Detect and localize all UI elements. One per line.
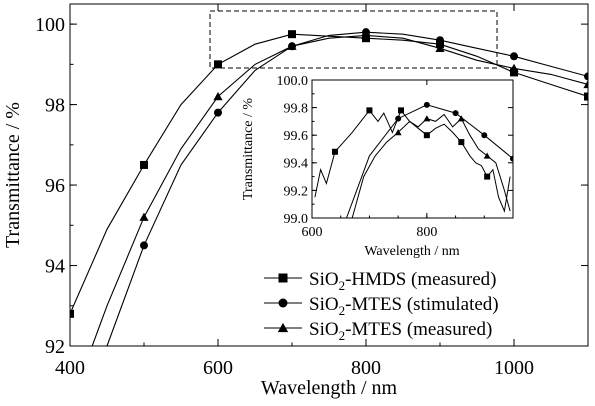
y-tick-label: 100.0 [277, 74, 309, 89]
data-point-triangle [483, 152, 491, 159]
y-tick-label: 100 [35, 14, 65, 36]
inset-series-group [314, 101, 513, 218]
x-tick-label: 800 [351, 357, 381, 379]
data-point-square [288, 30, 296, 39]
inset-axes: 600 800 99.0 99.2 99.4 99.6 99.8 100.0 [277, 74, 514, 240]
data-point-square [331, 148, 338, 155]
data-point-square [423, 132, 430, 139]
data-point-square [398, 107, 405, 114]
data-point-circle [481, 132, 488, 139]
data-point-circle [140, 241, 148, 250]
legend-label-subscript: 2 [339, 328, 346, 343]
data-point-circle [395, 115, 402, 122]
data-point-circle [214, 108, 222, 117]
data-point-square [484, 173, 491, 180]
legend-entry-label: SiO2-MTES (measured) [309, 319, 492, 343]
data-point-circle [423, 101, 430, 108]
series-line-square [314, 109, 511, 213]
legend-marker-triangle [277, 322, 289, 333]
legend-label-rest: -HMDS (measured) [345, 269, 496, 290]
main-plot-frame [69, 3, 589, 347]
y-tick-label: 99.4 [284, 157, 309, 172]
data-point-square [366, 107, 373, 114]
y-tick-label: 99.6 [284, 129, 309, 144]
main-y-axis-label: Transmittance / % [2, 102, 24, 248]
data-point-circle [452, 110, 459, 117]
x-tick-label: 400 [55, 357, 85, 379]
y-tick-label: 99.0 [284, 212, 309, 227]
x-tick-label: 1000 [494, 357, 534, 379]
data-point-circle [510, 52, 518, 61]
legend-marker-circle [278, 298, 288, 308]
data-point-circle [584, 72, 588, 81]
data-point-circle [436, 36, 444, 45]
legend-entry-label: SiO2-HMDS (measured) [309, 269, 497, 293]
data-point-triangle [423, 115, 431, 122]
y-tick-label: 96 [45, 175, 65, 197]
legend-entry-label: SiO2-MTES (stimulated) [309, 294, 499, 318]
inset-x-axis-label: Wavelength / nm [364, 244, 459, 259]
data-point-triangle [287, 41, 297, 50]
main-axes: 400 600 800 1000 92 94 96 98 100 [35, 4, 589, 379]
legend: SiO2-HMDS (measured)SiO2-MTES (stimulate… [264, 269, 499, 343]
legend-label-base: SiO [309, 319, 339, 340]
x-tick-label: 800 [416, 225, 437, 240]
data-point-triangle [435, 43, 445, 52]
legend-marker-square [278, 273, 288, 283]
data-point-triangle [139, 212, 149, 221]
series-line-square [70, 33, 588, 315]
y-tick-label: 99.2 [284, 184, 309, 199]
data-point-square [214, 60, 222, 69]
data-point-square [70, 309, 74, 318]
data-point-square [510, 68, 518, 77]
data-point-triangle [509, 63, 519, 73]
y-tick-label: 94 [45, 256, 65, 278]
data-point-square [140, 160, 148, 169]
data-point-square [458, 139, 465, 146]
main-x-axis-label: Wavelength / nm [261, 377, 398, 399]
data-point-circle [510, 155, 513, 162]
data-point-triangle [361, 30, 371, 40]
legend-label-base: SiO [309, 269, 339, 290]
main-series-group [70, 28, 588, 346]
data-point-triangle [394, 128, 402, 136]
y-tick-label: 99.8 [284, 102, 309, 117]
legend-label-base: SiO [309, 294, 339, 315]
inset-y-axis-label: Transmittance / % [241, 98, 256, 200]
data-point-square [584, 92, 588, 101]
data-point-triangle [213, 91, 223, 101]
series-line-circle [106, 31, 588, 346]
legend-label-rest: -MTES (stimulated) [345, 294, 499, 315]
legend-label-subscript: 2 [339, 278, 346, 293]
x-tick-label: 600 [302, 225, 323, 240]
zoom-region-box [209, 10, 498, 69]
legend-label-subscript: 2 [339, 303, 346, 318]
x-tick-label: 600 [203, 357, 233, 379]
inset-background [312, 80, 513, 218]
data-point-triangle [457, 115, 465, 122]
legend-label-rest: -MTES (measured) [345, 319, 492, 340]
data-point-triangle [583, 79, 588, 89]
y-tick-label: 92 [45, 336, 65, 358]
y-tick-label: 98 [45, 95, 65, 117]
series-line-triangle [91, 34, 588, 346]
